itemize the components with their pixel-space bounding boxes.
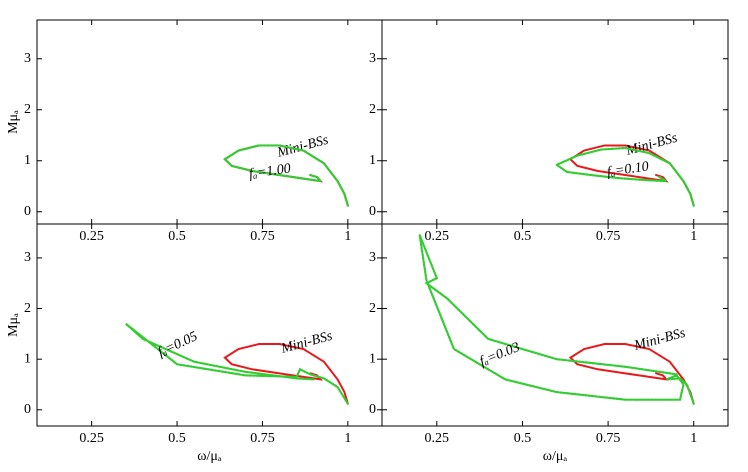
x-tick-label: 0.25 — [79, 229, 104, 244]
panel-frame — [36, 19, 383, 225]
y-tick-label: 0 — [24, 402, 31, 417]
y-tick-label: 2 — [369, 301, 376, 316]
x-tick-label: 0.5 — [168, 431, 186, 446]
curve — [418, 234, 695, 405]
x-axis-label: ω/μₐ — [543, 449, 568, 464]
panel-frame — [381, 223, 729, 427]
curve — [568, 342, 695, 405]
y-tick-label: 1 — [369, 351, 376, 366]
curve-label: fₐ=0.03 — [478, 340, 523, 370]
x-tick-label: 1 — [344, 431, 351, 446]
x-tick-label: 0.5 — [514, 229, 532, 244]
x-tick-label: 1 — [690, 431, 697, 446]
y-axis-label: Mμₐ — [6, 110, 21, 134]
y-tick-label: 1 — [24, 153, 31, 168]
curve-label: fₐ=0.05 — [156, 329, 200, 360]
x-tick-label: 1 — [690, 229, 697, 244]
y-tick-label: 3 — [369, 51, 376, 66]
x-axis-label: ω/μₐ — [197, 449, 222, 464]
x-tick-label: 0.75 — [250, 229, 275, 244]
x-tick-label: 0.25 — [425, 229, 450, 244]
y-tick-label: 3 — [24, 250, 31, 265]
curve — [223, 144, 349, 207]
x-tick-label: 0.25 — [425, 431, 450, 446]
x-tick-label: 1 — [344, 229, 351, 244]
curve — [554, 146, 695, 207]
y-tick-label: 2 — [24, 102, 31, 117]
y-tick-label: 2 — [369, 102, 376, 117]
x-tick-label: 0.75 — [250, 431, 275, 446]
curve-label: Mini-BSs — [279, 329, 335, 357]
y-tick-label: 1 — [24, 351, 31, 366]
y-tick-label: 0 — [24, 204, 31, 219]
x-tick-label: 0.75 — [596, 229, 621, 244]
y-tick-label: 3 — [369, 250, 376, 265]
curve-label: fₐ=1.00 — [248, 161, 292, 182]
x-tick-label: 0.5 — [168, 229, 186, 244]
y-tick-label: 0 — [369, 402, 376, 417]
panel-frame — [381, 19, 729, 225]
y-tick-label: 1 — [369, 153, 376, 168]
y-tick-label: 2 — [24, 301, 31, 316]
curve-label: Mini-BSs — [632, 326, 688, 354]
curve — [125, 322, 349, 405]
panel-frame — [36, 223, 383, 427]
x-tick-label: 0.25 — [79, 431, 104, 446]
y-tick-label: 3 — [24, 51, 31, 66]
curve-label: fₐ=0.10 — [606, 159, 650, 180]
curve — [223, 342, 349, 405]
x-tick-label: 0.5 — [514, 431, 532, 446]
x-tick-label: 0.75 — [596, 431, 621, 446]
y-tick-label: 0 — [369, 204, 376, 219]
y-axis-label: Mμₐ — [6, 313, 21, 337]
